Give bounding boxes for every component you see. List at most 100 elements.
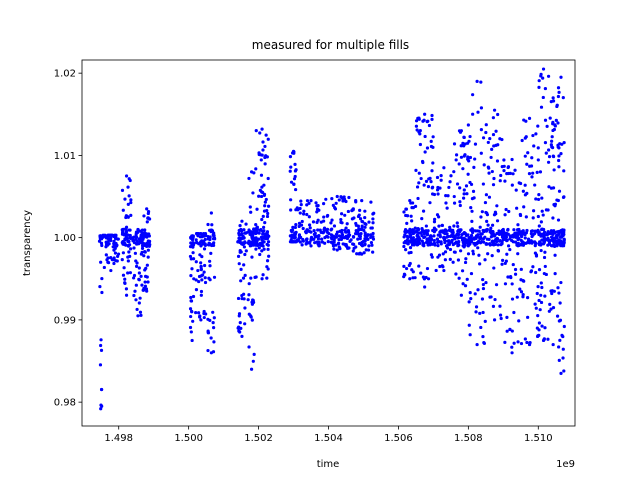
data-point — [137, 301, 141, 305]
data-point — [457, 232, 461, 237]
data-point — [444, 201, 448, 205]
data-point — [481, 136, 486, 140]
data-point — [266, 240, 271, 244]
data-point — [360, 224, 364, 228]
data-point — [439, 174, 443, 178]
data-point — [330, 197, 334, 201]
data-point — [479, 232, 483, 236]
data-point — [543, 118, 548, 122]
data-point — [371, 217, 375, 221]
data-point — [456, 242, 460, 246]
data-point — [323, 241, 327, 245]
data-point — [465, 192, 469, 196]
data-point — [329, 221, 333, 225]
data-point — [331, 244, 336, 248]
data-point — [420, 159, 425, 164]
data-point — [345, 222, 349, 226]
data-point — [419, 176, 423, 181]
data-point — [288, 234, 292, 238]
data-point — [301, 226, 305, 231]
data-point — [442, 231, 446, 235]
data-point — [206, 234, 210, 239]
data-point — [208, 259, 212, 263]
data-point — [527, 116, 532, 120]
data-point — [553, 253, 557, 257]
data-point — [447, 185, 451, 190]
data-point — [195, 232, 199, 236]
data-point — [145, 235, 149, 239]
data-point — [443, 250, 448, 254]
data-point — [506, 165, 510, 170]
data-point — [462, 236, 466, 240]
data-point — [262, 240, 266, 244]
data-point — [507, 209, 511, 214]
data-point — [238, 224, 242, 228]
data-point — [549, 289, 553, 293]
data-point — [515, 295, 519, 299]
data-point — [543, 250, 547, 254]
data-point — [288, 169, 292, 173]
data-point — [422, 183, 426, 187]
data-point — [354, 200, 358, 204]
data-point — [254, 247, 258, 251]
data-point — [485, 237, 489, 241]
data-point — [417, 181, 421, 185]
data-point — [423, 231, 427, 235]
data-point — [255, 243, 260, 248]
data-point — [505, 231, 509, 236]
data-point — [312, 229, 316, 233]
data-point — [462, 196, 466, 200]
data-point — [246, 298, 250, 302]
data-point — [436, 240, 440, 244]
data-point — [244, 222, 248, 226]
data-point — [546, 74, 551, 78]
data-point — [140, 233, 144, 237]
data-point — [540, 209, 544, 213]
data-point — [121, 273, 126, 277]
data-point — [562, 324, 566, 329]
data-point — [337, 198, 341, 202]
data-point — [424, 224, 428, 228]
data-point — [520, 138, 524, 143]
data-point — [483, 319, 487, 324]
data-point — [128, 178, 132, 183]
data-point — [411, 270, 415, 274]
data-point — [438, 186, 442, 190]
data-point — [203, 280, 208, 285]
data-point — [139, 313, 143, 317]
data-point — [251, 234, 255, 239]
data-point — [129, 198, 133, 202]
data-point — [372, 211, 376, 215]
data-point — [335, 248, 339, 252]
y-axis-label: transparency — [22, 210, 33, 276]
data-point — [536, 197, 541, 202]
data-point — [492, 176, 496, 181]
data-point — [293, 225, 297, 230]
data-point — [433, 243, 437, 247]
data-point — [336, 242, 341, 246]
data-point — [137, 271, 141, 275]
data-point — [494, 283, 499, 287]
data-point — [471, 252, 476, 256]
x-tick-label: 1.498 — [104, 433, 133, 444]
data-point — [476, 288, 480, 292]
data-point — [371, 250, 375, 254]
data-point — [203, 276, 207, 280]
data-point — [543, 86, 548, 91]
data-point — [344, 244, 348, 248]
data-point — [249, 210, 253, 214]
data-point — [518, 287, 522, 291]
data-point — [418, 129, 422, 133]
data-point — [481, 310, 485, 315]
data-point — [189, 274, 193, 278]
data-point — [134, 237, 138, 242]
data-point — [508, 327, 512, 331]
data-point — [466, 172, 470, 176]
data-point — [263, 144, 267, 149]
data-point — [513, 272, 518, 276]
data-point — [367, 220, 371, 224]
data-point — [420, 239, 424, 243]
data-point — [143, 250, 147, 254]
data-point — [548, 302, 552, 306]
data-point — [250, 255, 254, 259]
